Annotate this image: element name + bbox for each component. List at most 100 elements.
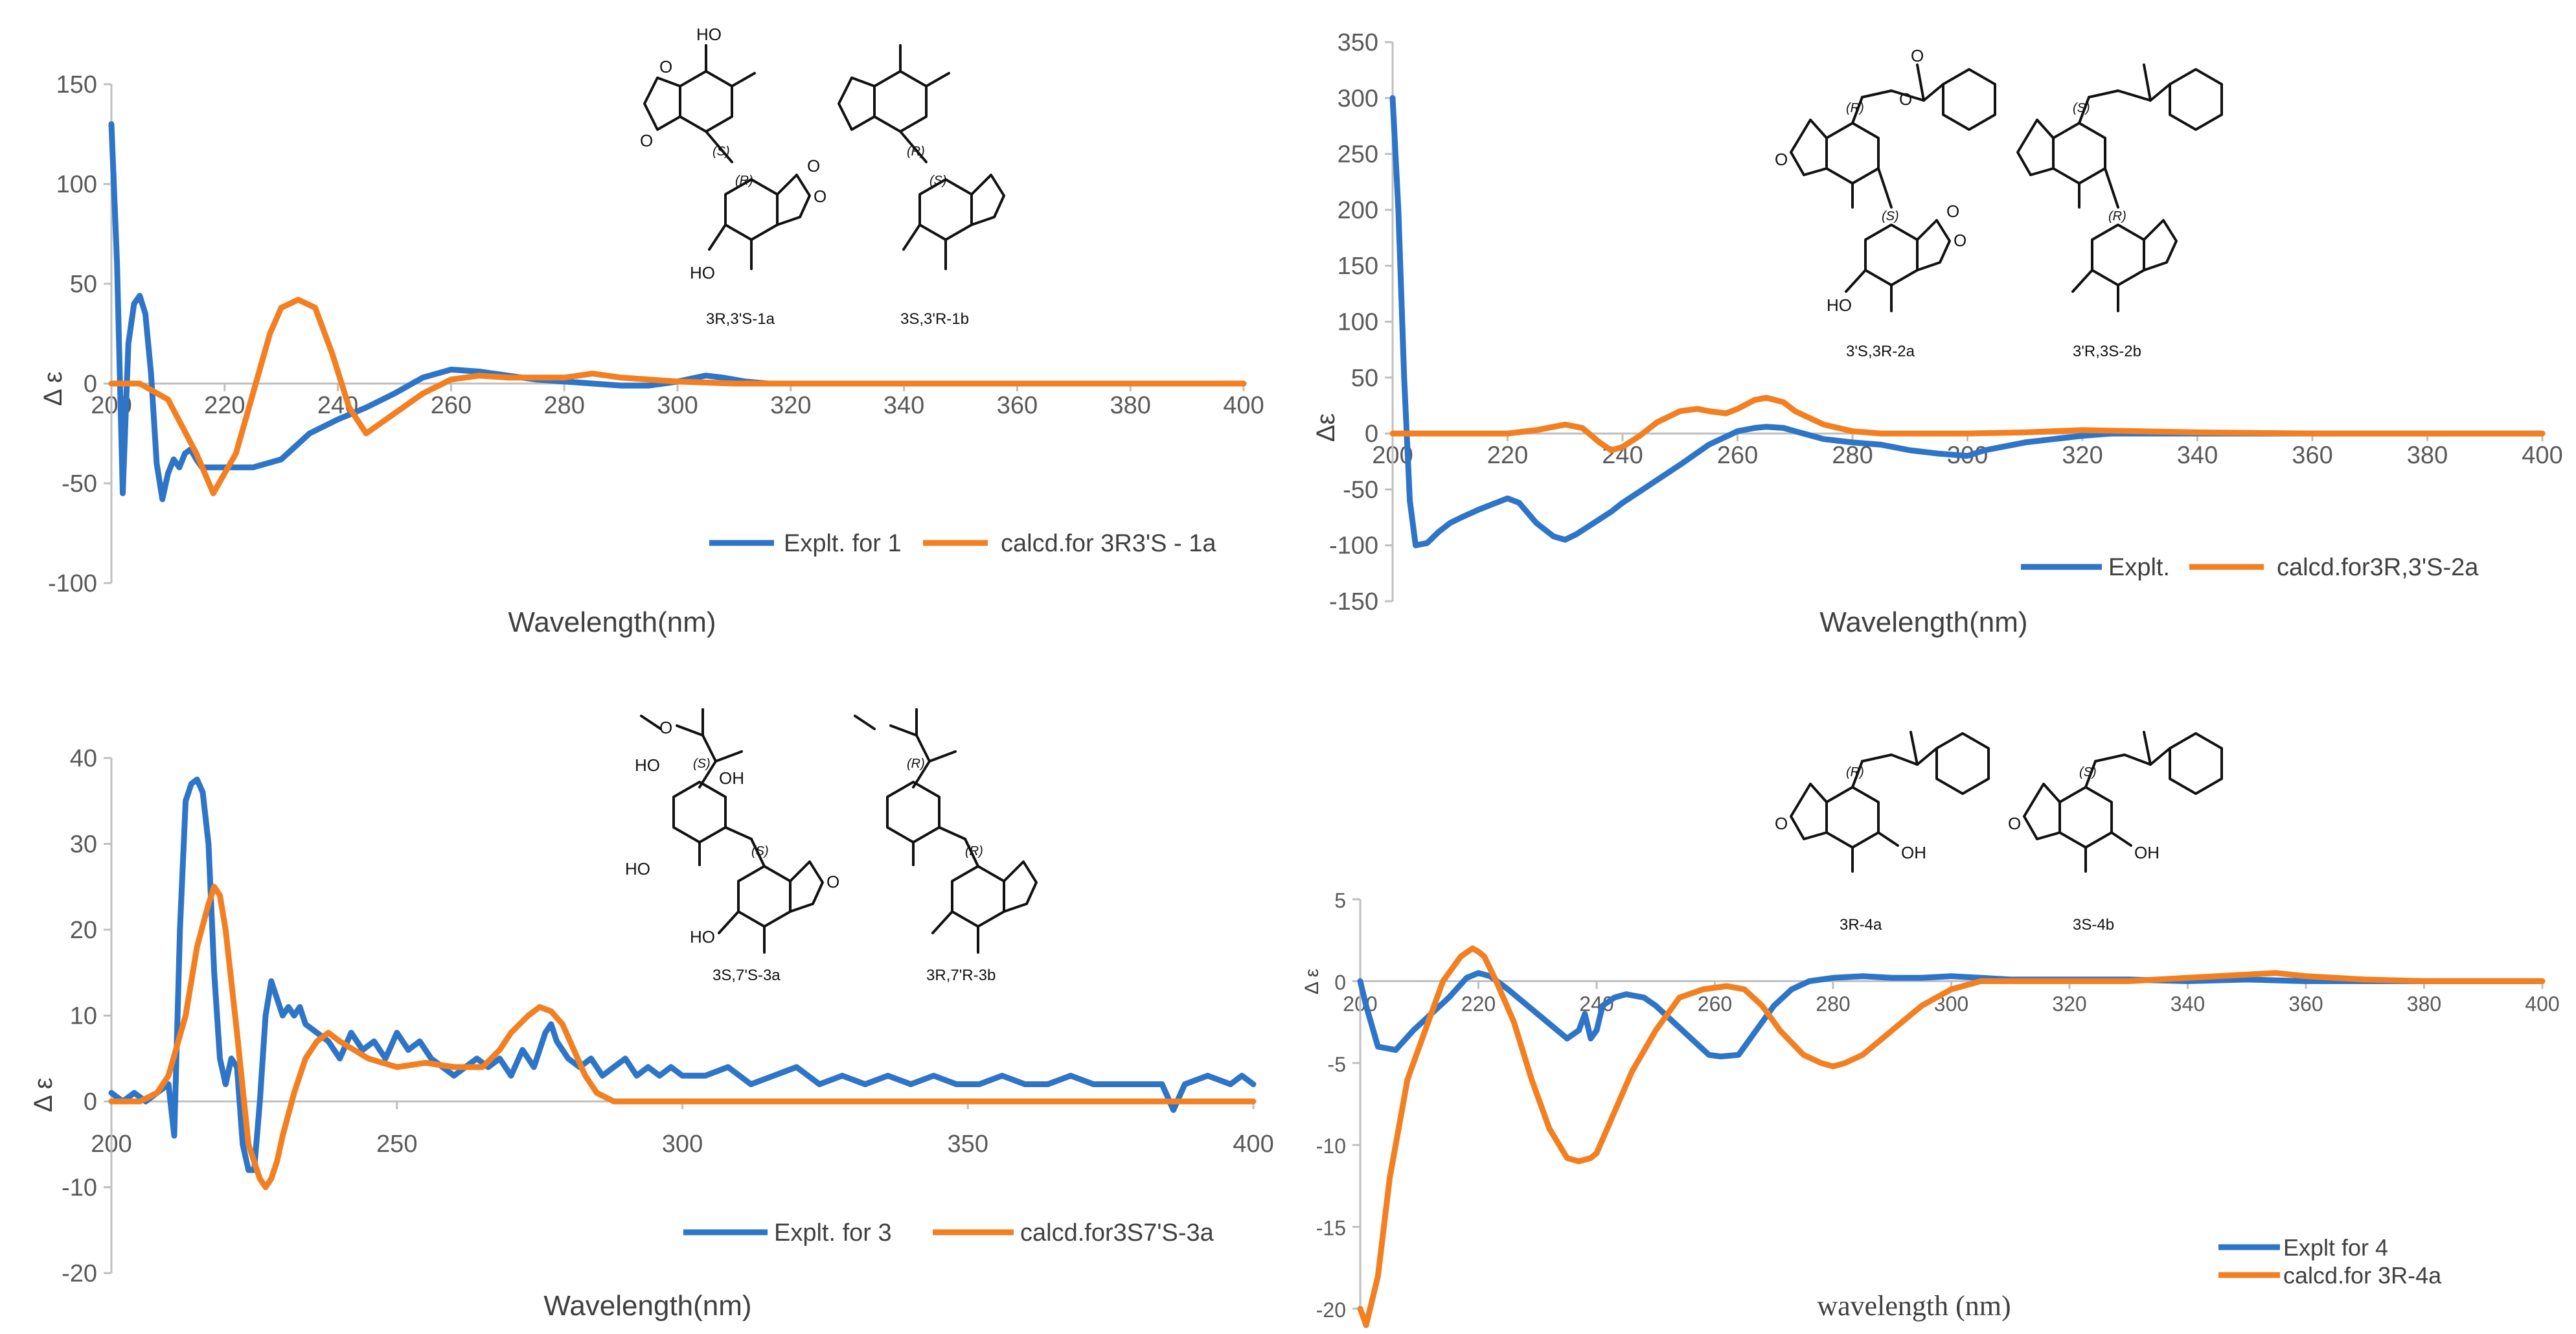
x-axis-labels: 200 250 300 350 400: [91, 1131, 1273, 1158]
x-tick-label: 220: [1461, 992, 1496, 1015]
atom-label: O: [640, 131, 653, 150]
y-tick-label: 250: [1338, 141, 1378, 168]
y-tick-label: 0: [1365, 420, 1378, 448]
x-axis-title: Wavelength(nm): [1819, 606, 2027, 638]
atom-label: O: [807, 156, 820, 176]
series-line-calcd: [108, 297, 1247, 496]
structure-caption: 3S,7'S-3a: [712, 967, 781, 984]
legend-label-expt: Explt.: [2108, 554, 2170, 581]
y-tick-label: 20: [70, 917, 97, 944]
y-axis-labels: -150 -100 -50 0 50 100 150 200 250 300 350: [1329, 29, 1378, 615]
x-axis-labels: 200 220 240 260 280 300 320 340 360 380 400: [91, 392, 1264, 419]
x-tick-label: 400: [2525, 992, 2559, 1015]
y-tick-label: 100: [56, 171, 97, 198]
x-tick-label: 300: [662, 1131, 703, 1158]
structure-2a: O O O HO O O (R) (S) 3'S,3R-2a: [1775, 46, 1996, 360]
y-tick-label: 30: [70, 831, 97, 858]
atom-label: HO: [635, 755, 660, 775]
x-tick-label: 360: [2288, 992, 2323, 1015]
x-tick-label: 280: [1832, 442, 1873, 469]
legend-label-calc: calcd.for 3R-4a: [2283, 1262, 2442, 1289]
x-tick-label: 340: [2177, 442, 2218, 469]
x-tick-label: 340: [883, 392, 924, 419]
y-tick-label: -100: [1329, 533, 1378, 560]
legend-label-calc: calcd.for3S7'S-3a: [1020, 1219, 1214, 1247]
stereo-label: (S): [712, 144, 730, 159]
y-tick-label: 0: [84, 371, 97, 398]
x-tick-label: 400: [2522, 442, 2562, 469]
atom-label: O: [1899, 89, 1912, 109]
x-axis-title: wavelength (nm): [1817, 1290, 2011, 1322]
atom-label: O: [826, 872, 839, 891]
structure-caption: 3S-4b: [2073, 916, 2114, 934]
y-axis-title: Δ ε: [29, 1077, 58, 1112]
series-line-calcd: [1357, 945, 2546, 1328]
structure-caption: 3'S,3R-2a: [1846, 343, 1915, 360]
structure-caption: 3S,3'R-1b: [900, 310, 969, 328]
stereo-label: (R): [2108, 209, 2126, 224]
chart-panel-2: -150 -100 -50 0 50 100 150 200 250 300 350 200 220 2…: [1312, 29, 2563, 638]
atom-label: HO: [696, 25, 722, 44]
atom-label: O: [2008, 814, 2021, 833]
stereo-label: (R): [735, 174, 753, 188]
stereo-label: (S): [751, 844, 769, 858]
series-lines: [1389, 95, 2546, 549]
structure-1b: (R) (S) 3S,3'R-1b: [838, 44, 1005, 328]
structure-4b: O OH (S) 3S-4b: [2008, 731, 2223, 934]
atom-label: O: [1946, 201, 1959, 221]
y-tick-label: 10: [70, 1003, 97, 1030]
chart-panel-4: -20-15-10-505 200 220 240 260 280 300 320 340 36…: [1301, 731, 2560, 1328]
atom-label: HO: [690, 927, 715, 947]
series-lines: [108, 121, 1247, 503]
y-tick-label: -5: [1328, 1053, 1346, 1076]
y-axis-labels: -20 -10 0 10 20 30 40: [62, 745, 97, 1287]
legend: Explt. for 3 calcd.for3S7'S-3a: [683, 1219, 1214, 1247]
x-tick-label: 400: [1233, 1131, 1273, 1158]
x-tick-label: 260: [431, 392, 472, 419]
atom-label: HO: [625, 859, 650, 879]
y-tick-label: -150: [1329, 588, 1378, 615]
y-tick-label: -20: [1316, 1298, 1346, 1322]
structure-drawings: O OH (R) 3R-4a O OH (S) 3S-4b: [1775, 731, 2223, 934]
x-tick-label: 220: [204, 392, 245, 419]
structure-caption: 3R,3'S-1a: [706, 310, 775, 328]
structure-4a: O OH (R) 3R-4a: [1775, 731, 1990, 934]
series-lines: [108, 776, 1257, 1190]
y-tick-label: 150: [56, 71, 97, 98]
legend: Explt. calcd.for3R,3'S-2a: [2021, 554, 2479, 581]
y-tick-label: 100: [1338, 309, 1378, 336]
stereo-label: (S): [1882, 209, 1899, 224]
structure-caption: 3R,7'R-3b: [926, 967, 996, 984]
x-axis-title: Wavelength(nm): [543, 1290, 751, 1322]
structure-caption: 3R-4a: [1840, 916, 1882, 934]
legend-label-expt: Explt. for 3: [774, 1219, 892, 1247]
y-axis-labels: -20 -15 -10 -5 0 5: [1316, 889, 1346, 1322]
y-tick-label: 50: [1351, 365, 1378, 392]
x-tick-label: 280: [543, 392, 584, 419]
y-tick-label: -100: [48, 570, 97, 597]
atom-label: O: [1911, 46, 1924, 65]
structure-caption: 3'R,3S-2b: [2073, 343, 2141, 360]
x-tick-label: 320: [2052, 992, 2086, 1015]
y-tick-label: -10: [1316, 1134, 1346, 1158]
structure-3a: O OH HO HO O HO (S) (S) 3S,7'S-3a: [625, 708, 839, 984]
structure-drawings: O OH HO HO O HO (S) (S) 3S,7'S-3a: [625, 708, 1038, 984]
legend: Explt. for 1 calcd.for 3R3'S - 1a: [709, 530, 1216, 557]
stereo-label: (R): [1846, 101, 1864, 115]
legend: Explt for 4 calcd.for 3R-4a: [2218, 1234, 2442, 1289]
legend-label-calc: calcd.for3R,3'S-2a: [2277, 554, 2479, 581]
y-axis-title: Δε: [1312, 413, 1340, 443]
x-axis-labels: 200 220 240 260 280 300 320 340 360 380 400: [1372, 442, 2562, 469]
legend-label-calc: calcd.for 3R3'S - 1a: [1001, 530, 1216, 557]
legend-label-expt: Explt. for 1: [784, 530, 902, 557]
y-tick-label: 0: [1334, 971, 1346, 994]
y-tick-label: 50: [70, 271, 97, 298]
stereo-label: (R): [965, 844, 983, 858]
stereo-label: (S): [2079, 765, 2097, 779]
stereo-label: (R): [1846, 765, 1864, 779]
structure-drawings: HO O O HO O O (S) (R) 3R,3'S-1a: [640, 25, 1005, 328]
structure-2b: (S) (R) 3'R,3S-2b: [2016, 63, 2223, 360]
